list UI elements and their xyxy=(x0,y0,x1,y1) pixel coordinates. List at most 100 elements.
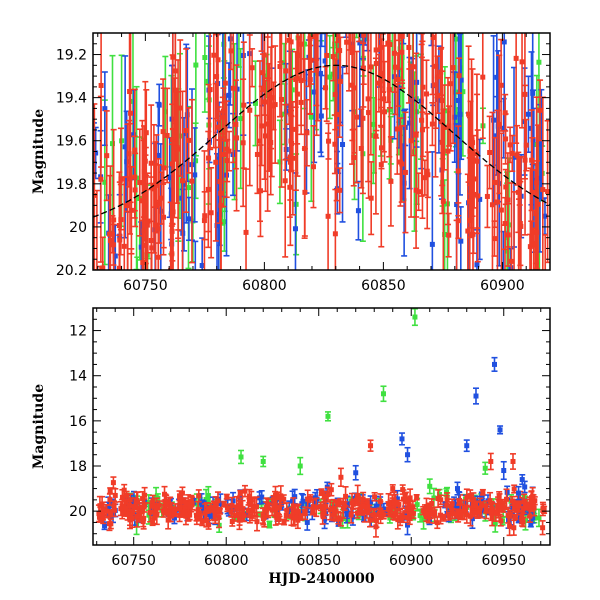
green-outlier xyxy=(260,455,267,468)
blue-outlier xyxy=(398,432,405,446)
red-point xyxy=(353,50,360,184)
red-point xyxy=(107,487,114,495)
red-point xyxy=(356,0,362,21)
x-tick-label: 60950 xyxy=(481,553,526,569)
blue-outlier xyxy=(404,446,411,463)
red-point xyxy=(278,33,285,188)
red-point xyxy=(325,132,332,270)
red-point xyxy=(453,219,460,270)
red-outlier xyxy=(509,453,516,470)
red-point xyxy=(294,33,301,145)
red-point xyxy=(275,491,282,501)
red-point xyxy=(282,33,289,161)
red-point xyxy=(358,498,365,516)
red-point xyxy=(420,505,427,516)
red-point xyxy=(502,196,509,251)
y-tick-label: 20 xyxy=(69,504,87,520)
y-tick-label: 19.6 xyxy=(56,134,87,150)
red-point xyxy=(446,105,453,147)
red-point xyxy=(195,489,202,503)
red-point xyxy=(149,517,156,527)
red-point xyxy=(449,498,456,510)
x-tick-label: 60850 xyxy=(296,553,341,569)
red-point xyxy=(413,493,420,501)
red-point xyxy=(117,500,124,517)
green-outlier xyxy=(426,478,433,495)
green-outlier xyxy=(482,461,489,475)
red-point xyxy=(93,103,98,270)
red-point xyxy=(348,492,355,514)
red-point xyxy=(264,502,271,509)
red-point xyxy=(438,46,445,197)
red-point xyxy=(152,141,159,270)
red-point xyxy=(97,95,104,263)
x-axis-label: HJD-2400000 xyxy=(268,571,375,587)
blue-point xyxy=(401,109,408,257)
red-point xyxy=(110,128,117,270)
red-point xyxy=(262,79,269,193)
red-point xyxy=(467,489,474,502)
red-point xyxy=(216,508,223,515)
y-tick-label: 12 xyxy=(69,324,87,340)
red-point xyxy=(466,174,473,229)
red-point xyxy=(227,33,234,71)
red-point xyxy=(201,191,208,241)
red-point xyxy=(489,502,496,516)
red-point xyxy=(377,510,384,525)
red-point xyxy=(397,508,404,527)
green-outlier xyxy=(297,456,304,476)
red-point xyxy=(336,167,343,214)
red-point xyxy=(337,511,344,527)
red-point xyxy=(402,111,409,234)
red-point xyxy=(386,33,393,109)
x-tick-label: 60850 xyxy=(361,278,406,294)
blue-point xyxy=(96,276,102,397)
y-tick-label: 20.2 xyxy=(56,263,87,279)
red-point xyxy=(513,33,520,145)
red-point xyxy=(218,137,225,270)
red-point xyxy=(160,78,167,185)
red-point xyxy=(134,491,141,513)
green-point xyxy=(201,33,208,113)
red-point xyxy=(167,201,174,270)
red-point xyxy=(106,174,113,270)
red-point xyxy=(330,509,337,522)
red-point xyxy=(322,65,329,110)
data-points xyxy=(93,0,550,397)
blue-point xyxy=(256,491,263,505)
blue-point xyxy=(335,0,341,2)
red-point xyxy=(237,489,244,497)
red-point xyxy=(321,490,328,503)
red-outlier xyxy=(367,439,374,452)
red-point xyxy=(330,33,337,82)
green-point xyxy=(326,34,333,120)
red-point xyxy=(444,492,451,508)
red-point xyxy=(395,33,402,42)
red-point xyxy=(400,511,407,524)
red-point xyxy=(424,113,431,230)
red-point xyxy=(391,33,398,93)
red-point xyxy=(353,0,359,31)
y-tick-label: 14 xyxy=(69,369,87,385)
red-point xyxy=(287,113,294,201)
green-outlier xyxy=(411,308,418,327)
blue-outlier xyxy=(472,387,479,405)
red-point xyxy=(205,519,212,530)
red-point xyxy=(371,491,378,502)
red-point xyxy=(241,484,248,498)
green-point xyxy=(266,520,273,529)
red-point xyxy=(277,485,284,507)
red-point xyxy=(426,505,433,524)
red-point xyxy=(542,234,549,270)
red-point xyxy=(434,76,441,115)
red-point xyxy=(489,111,496,270)
red-point xyxy=(484,164,491,229)
red-point xyxy=(205,506,212,514)
red-point xyxy=(523,503,530,511)
red-point xyxy=(426,0,432,22)
red-point xyxy=(413,131,420,249)
red-point xyxy=(522,84,529,236)
red-point xyxy=(142,80,149,242)
red-point xyxy=(205,130,212,249)
x-tick-label: 60750 xyxy=(123,278,168,294)
